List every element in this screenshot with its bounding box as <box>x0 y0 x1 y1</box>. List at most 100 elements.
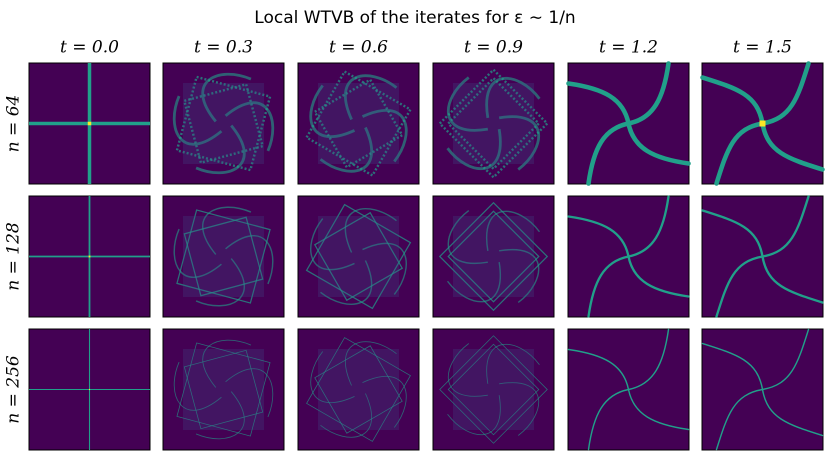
wave-arc <box>486 343 540 384</box>
diffuse-fill <box>318 349 399 430</box>
panel-background <box>162 328 285 451</box>
wave-arc <box>201 72 252 123</box>
wave-arc <box>446 262 502 303</box>
wave-arc <box>195 258 245 307</box>
wave-arc <box>225 235 274 285</box>
pinwheel-arm <box>760 121 825 172</box>
wave-front <box>314 345 403 434</box>
heatmap-panel <box>432 62 555 185</box>
row-label: n = 128 <box>4 222 24 291</box>
pinwheel-arm <box>567 348 630 391</box>
heatmap-panel <box>28 328 151 451</box>
wave-arc <box>309 84 356 138</box>
pinwheel-arm <box>715 388 764 451</box>
wave-arc <box>310 351 355 403</box>
pinwheel-arm <box>627 328 670 391</box>
wave-arc <box>447 209 488 265</box>
wave-arc <box>202 206 252 255</box>
heatmap-panel <box>162 62 285 185</box>
wave-arc <box>362 242 407 295</box>
heatmap-panel <box>162 328 285 451</box>
panel-background <box>162 62 285 185</box>
wave-front <box>176 342 271 437</box>
pinwheel-arm <box>700 75 765 126</box>
wave-front <box>447 210 540 303</box>
pinwheel-arm <box>761 195 810 258</box>
wave-front <box>313 211 404 302</box>
pinwheel-arm <box>567 215 630 258</box>
heatmap-panel <box>432 195 555 318</box>
figure-title: Local WTVB of the iterates for ε ∼ 1/n <box>254 8 575 28</box>
panel-background <box>297 328 420 451</box>
pinwheel-arm <box>701 342 764 391</box>
column-label: t = 1.2 <box>599 38 658 58</box>
diffuse-fill <box>183 83 264 164</box>
pinwheel-arm <box>760 61 811 126</box>
wave-arc <box>195 391 245 440</box>
heatmap-panel <box>297 328 420 451</box>
wave-front <box>438 201 549 312</box>
row-label: n = 64 <box>4 95 24 153</box>
wave-arc <box>447 395 501 436</box>
wave-arc <box>310 218 355 271</box>
diffuse-fill <box>318 216 399 297</box>
cross-center <box>87 121 92 126</box>
pinwheel-arm <box>761 388 824 437</box>
pinwheel-arm <box>761 328 810 391</box>
diffuse-fill <box>183 349 264 430</box>
heatmap-panel <box>566 61 691 186</box>
wave-arc <box>446 128 502 170</box>
wave-arc <box>499 382 540 436</box>
heatmap-panel <box>28 195 151 318</box>
heatmap-panel <box>297 62 420 185</box>
heatmap-panel <box>567 195 690 318</box>
wave-arc <box>485 77 541 119</box>
wave-arc <box>498 115 540 171</box>
panel-background <box>297 62 420 185</box>
heatmap-panel <box>162 195 285 318</box>
wave-front <box>176 209 271 304</box>
pinwheel-arm <box>626 61 671 126</box>
wave-arc <box>485 210 541 251</box>
wave-front <box>183 349 264 430</box>
wave-arc <box>320 393 372 438</box>
wave-front <box>306 337 411 442</box>
heatmap-panel <box>432 328 555 451</box>
panel-background <box>701 328 824 451</box>
pinwheel-arm <box>714 121 765 186</box>
diffuse-fill <box>453 216 534 297</box>
wave-arc <box>447 343 488 397</box>
diffuse-fill <box>453 83 534 164</box>
wave-arc <box>319 126 373 173</box>
column-label: t = 0.9 <box>464 38 523 58</box>
wave-arc <box>172 95 223 146</box>
wave-front <box>438 68 549 179</box>
cross-center <box>88 388 91 391</box>
heatmap-panel <box>297 195 420 318</box>
heatmap-panel <box>700 61 825 186</box>
cross-center <box>88 255 91 258</box>
pinwheel-arm <box>626 121 691 166</box>
wave-arc <box>447 76 489 132</box>
wave-arc <box>173 228 222 278</box>
wave-arc <box>173 361 222 411</box>
pinwheel-arm <box>715 255 764 318</box>
wave-front <box>439 335 548 444</box>
pinwheel-arm <box>566 81 631 126</box>
wave-arc <box>344 74 398 121</box>
column-label: t = 1.5 <box>733 38 792 58</box>
wave-arc <box>344 208 397 253</box>
wave-arc <box>362 376 407 428</box>
pinwheel-arm <box>627 388 690 431</box>
heatmap-panel <box>701 195 824 318</box>
wave-front <box>305 203 412 310</box>
wave-arc <box>195 124 246 175</box>
wave-front <box>447 343 540 436</box>
heatmap-panel <box>701 328 824 451</box>
heatmap-panel <box>28 62 151 185</box>
wave-arc <box>225 368 274 418</box>
row-label: n = 256 <box>4 355 24 424</box>
pinwheel-arm <box>627 195 670 258</box>
wave-arc <box>202 339 252 388</box>
column-label: t = 0.6 <box>329 38 388 58</box>
